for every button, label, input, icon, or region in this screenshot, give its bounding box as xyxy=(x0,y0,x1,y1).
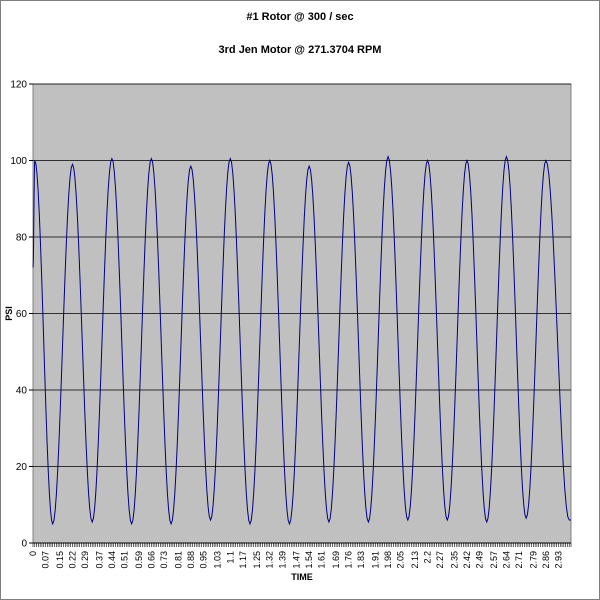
x-tick-label: 1.47 xyxy=(292,551,302,569)
x-tick-label: 1.32 xyxy=(265,551,275,569)
y-tick-label: 80 xyxy=(16,233,28,244)
x-tick-label: 0 xyxy=(28,551,38,556)
y-tick-label: 0 xyxy=(21,539,27,550)
x-tick-label: 2.27 xyxy=(435,551,445,569)
x-tick-label: 2.05 xyxy=(396,551,406,569)
x-tick-label: 0.88 xyxy=(186,551,196,569)
x-tick-label: 0.44 xyxy=(107,551,117,569)
x-tick-label: 0.22 xyxy=(67,551,77,569)
x-tick-label: 2.64 xyxy=(501,551,511,569)
x-tick-label: 2.42 xyxy=(462,551,472,569)
y-tick-label: 40 xyxy=(16,386,28,397)
x-tick-label: 1.76 xyxy=(344,551,354,569)
psi-series-line xyxy=(32,155,571,526)
x-tick-label: 1.03 xyxy=(213,551,223,569)
x-tick-label: 0.37 xyxy=(94,551,104,569)
x-tick-label: 1.25 xyxy=(252,551,262,569)
x-tick-label: 0.95 xyxy=(198,551,208,569)
x-tick-label: 2.86 xyxy=(541,551,551,569)
x-tick-label: 1.39 xyxy=(277,551,287,569)
x-tick-label: 0.81 xyxy=(173,551,183,569)
x-tick-label: 1.54 xyxy=(304,551,314,569)
x-tick-label: 1.69 xyxy=(331,551,341,569)
chart-subtitle: 3rd Jen Motor @ 271.3704 RPM xyxy=(218,44,382,56)
x-tick-label: 2.93 xyxy=(553,551,563,569)
y-tick-label: 100 xyxy=(10,156,27,167)
chart-title: #1 Rotor @ 300 / sec xyxy=(246,11,354,23)
x-tick-label: 0.07 xyxy=(41,551,51,569)
x-tick-marks xyxy=(32,543,572,547)
y-tick-label: 20 xyxy=(16,462,28,473)
x-tick-label: 0.66 xyxy=(146,551,156,569)
y-tick-label: 120 xyxy=(10,80,27,91)
x-tick-label: 1.61 xyxy=(317,551,327,569)
y-axis-title: PSI xyxy=(4,306,14,321)
x-tick-label: 2.13 xyxy=(410,551,420,569)
x-tick-label: 0.59 xyxy=(134,551,144,569)
x-tick-label: 0.29 xyxy=(80,551,90,569)
x-tick-label: 1.98 xyxy=(383,551,393,569)
x-tick-label: 2.49 xyxy=(475,551,485,569)
x-tick-label: 2.79 xyxy=(528,551,538,569)
x-tick-label: 1.91 xyxy=(371,551,381,569)
x-tick-label: 0.73 xyxy=(159,551,169,569)
x-tick-label: 2.2 xyxy=(423,551,433,564)
x-tick-label: 2.71 xyxy=(514,551,524,569)
x-axis-title: TIME xyxy=(291,572,313,582)
x-axis-ticks: 0 0.07 0.15 0.22 0.29 0.37 0.44 0.51 0.59 0.66 0.7… xyxy=(28,543,572,569)
x-tick-label: 2.57 xyxy=(489,551,499,569)
x-tick-label: 0.15 xyxy=(55,551,65,569)
y-tick-label: 60 xyxy=(16,309,28,320)
x-tick-label: 1.1 xyxy=(225,551,235,564)
y-axis-ticks: 0 20 40 60 80 100 120 xyxy=(10,80,33,550)
x-tick-label: 1.17 xyxy=(238,551,248,569)
x-tick-label: 2.35 xyxy=(449,551,459,569)
x-tick-label: 1.83 xyxy=(356,551,366,569)
x-tick-label: 0.51 xyxy=(119,551,129,569)
